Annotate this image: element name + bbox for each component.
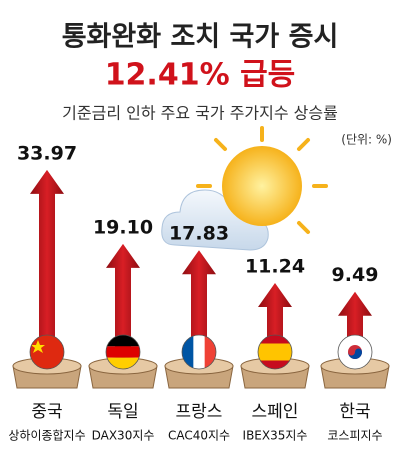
- category-label: 독일: [107, 402, 138, 422]
- flag-outline: [337, 334, 373, 370]
- flag-outline: [29, 334, 65, 370]
- category-label: 프랑스: [176, 402, 223, 422]
- flag-part: [30, 335, 64, 369]
- index-label: 코스피지수: [327, 429, 382, 443]
- flag-part: [106, 335, 140, 347]
- arrow-bar: [106, 243, 140, 351]
- value-label: 11.24: [245, 256, 305, 278]
- arrow-bar: [182, 250, 216, 351]
- pedestal: [164, 334, 234, 389]
- value-label: 9.49: [332, 264, 379, 286]
- value-label: 17.83: [169, 223, 229, 245]
- pedestal: [88, 334, 158, 389]
- flag-part: [106, 346, 140, 358]
- flag-part: [258, 360, 292, 369]
- pedestal: [320, 334, 390, 389]
- chart-title: 기준금리 인하 주요 국가 주가지수 상승률: [62, 104, 338, 123]
- category-label: 스페인: [252, 402, 299, 422]
- category-label: 한국: [339, 402, 370, 422]
- pedestal: [240, 334, 310, 389]
- arrow-bar: [338, 291, 372, 351]
- flag-part: [258, 343, 292, 361]
- value-label: 19.10: [93, 216, 153, 238]
- flag-star: [31, 340, 45, 353]
- weather-decoration: [161, 126, 328, 251]
- flag-outline: [181, 334, 217, 370]
- title: 통화완화 조치 국가 증시: [62, 22, 339, 53]
- flag-part: [182, 335, 194, 369]
- flag-emblem: [348, 348, 362, 359]
- flag-outline: [257, 334, 293, 370]
- flag-part: [204, 335, 216, 369]
- flag-part: [258, 335, 292, 344]
- value-label: 33.97: [17, 142, 77, 164]
- unit: (단위: %): [341, 133, 392, 147]
- flag-part: [193, 335, 206, 369]
- category-label: 중국: [31, 402, 62, 422]
- arrow-bar: [258, 283, 292, 351]
- index-label: 상하이종합지수: [8, 429, 85, 443]
- index-label: DAX30지수: [92, 429, 155, 443]
- index-label: CAC40지수: [168, 429, 230, 443]
- flag-part: [106, 357, 140, 369]
- arrow-bar: [30, 169, 64, 351]
- pedestal: [12, 334, 82, 389]
- index-label: IBEX35지수: [243, 429, 308, 443]
- flag-outline: [105, 334, 141, 370]
- subtitle: 12.41% 급등: [105, 58, 296, 93]
